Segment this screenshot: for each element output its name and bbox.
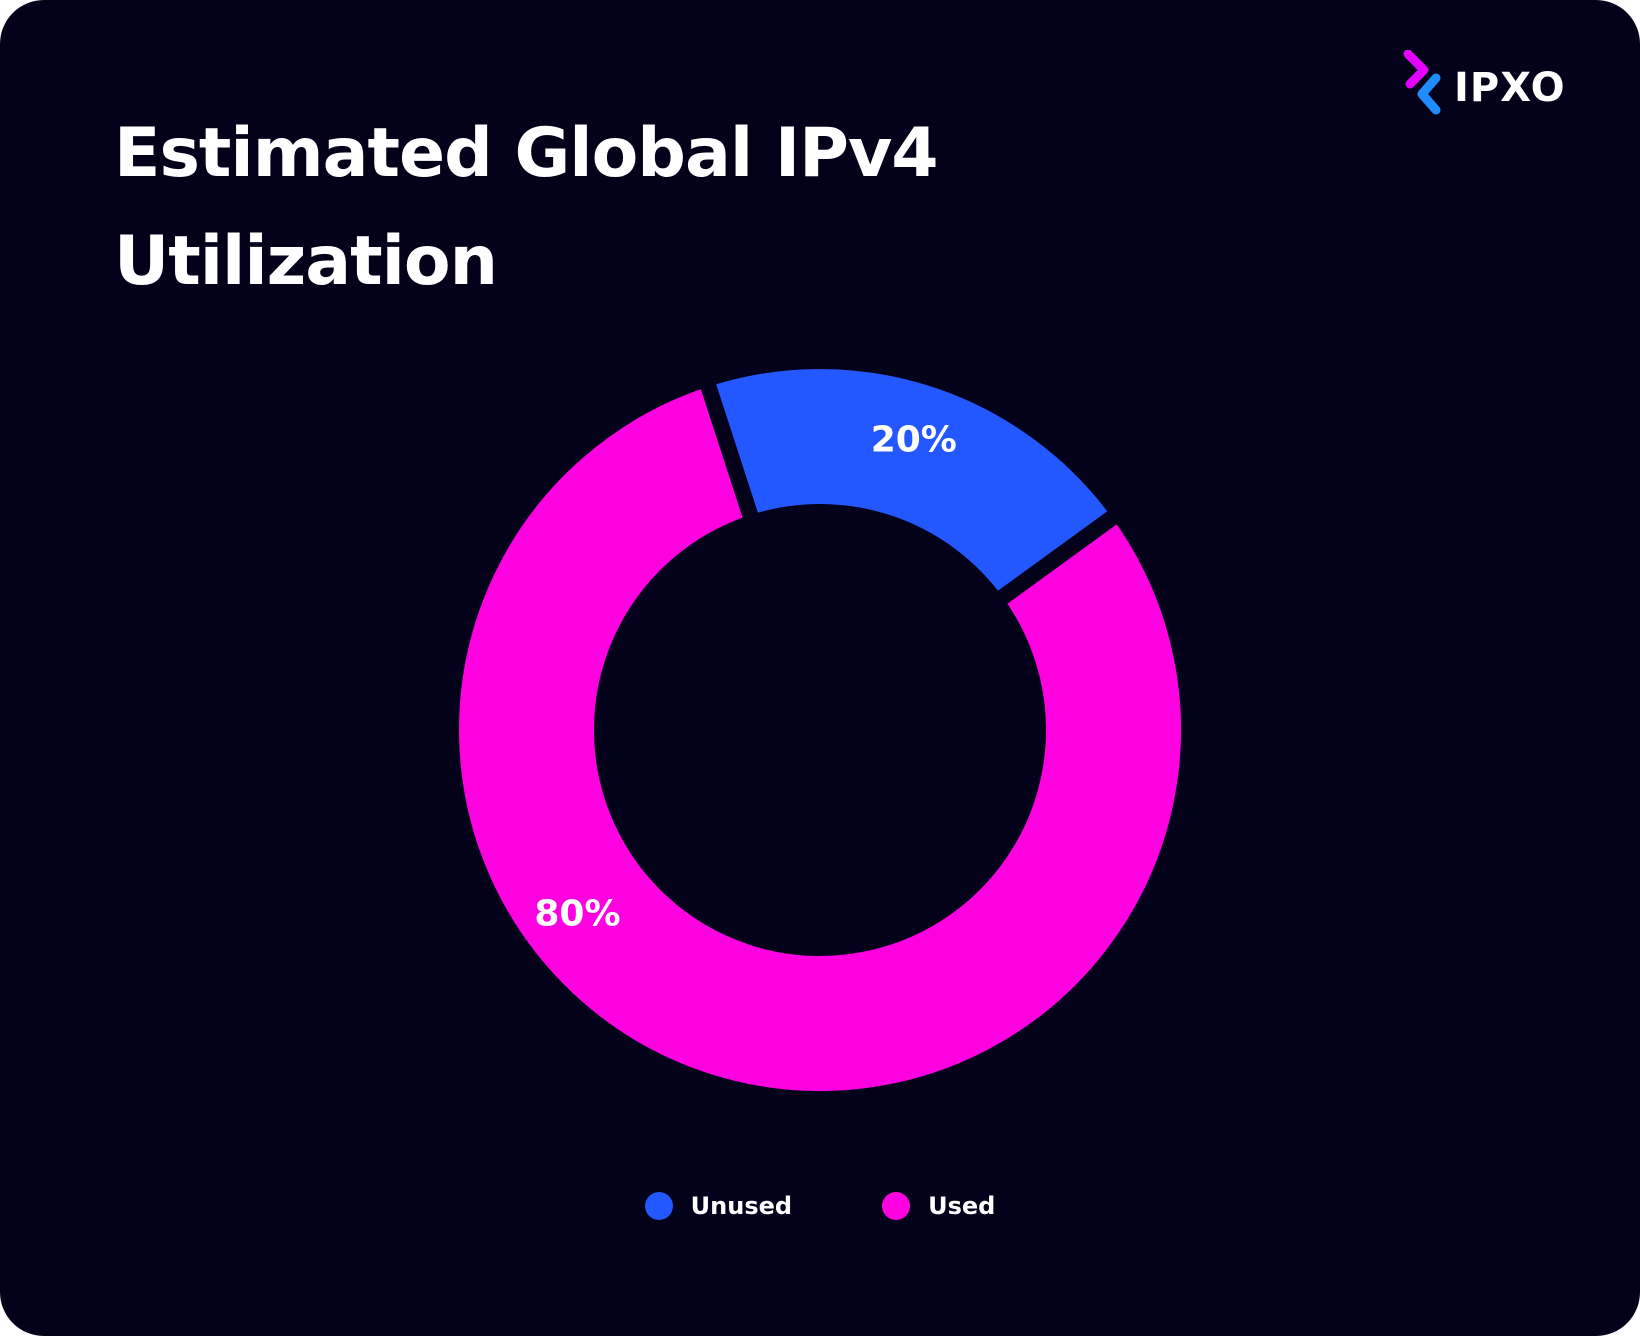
slice-label-used: 80% [534, 894, 620, 935]
legend-item-used: Used [882, 1192, 995, 1220]
legend-item-unused: Unused [644, 1192, 793, 1220]
slice-used [443, 368, 1197, 1107]
legend-label-unused: Unused [690, 1192, 793, 1220]
slice-unused [695, 353, 1130, 614]
ipxo-logo-icon [1403, 50, 1441, 115]
brand-name: IPXO [1454, 65, 1566, 111]
legend-label-used: Used [928, 1192, 996, 1220]
legend-swatch-unused [644, 1192, 673, 1220]
chart-title: Estimated Global IPv4 Utilization [114, 114, 939, 301]
chart-legend: Unused Used [0, 1186, 1640, 1226]
brand-logo: IPXO [1400, 50, 1566, 126]
slice-label-unused: 20% [871, 419, 957, 460]
legend-swatch-used [882, 1192, 911, 1220]
